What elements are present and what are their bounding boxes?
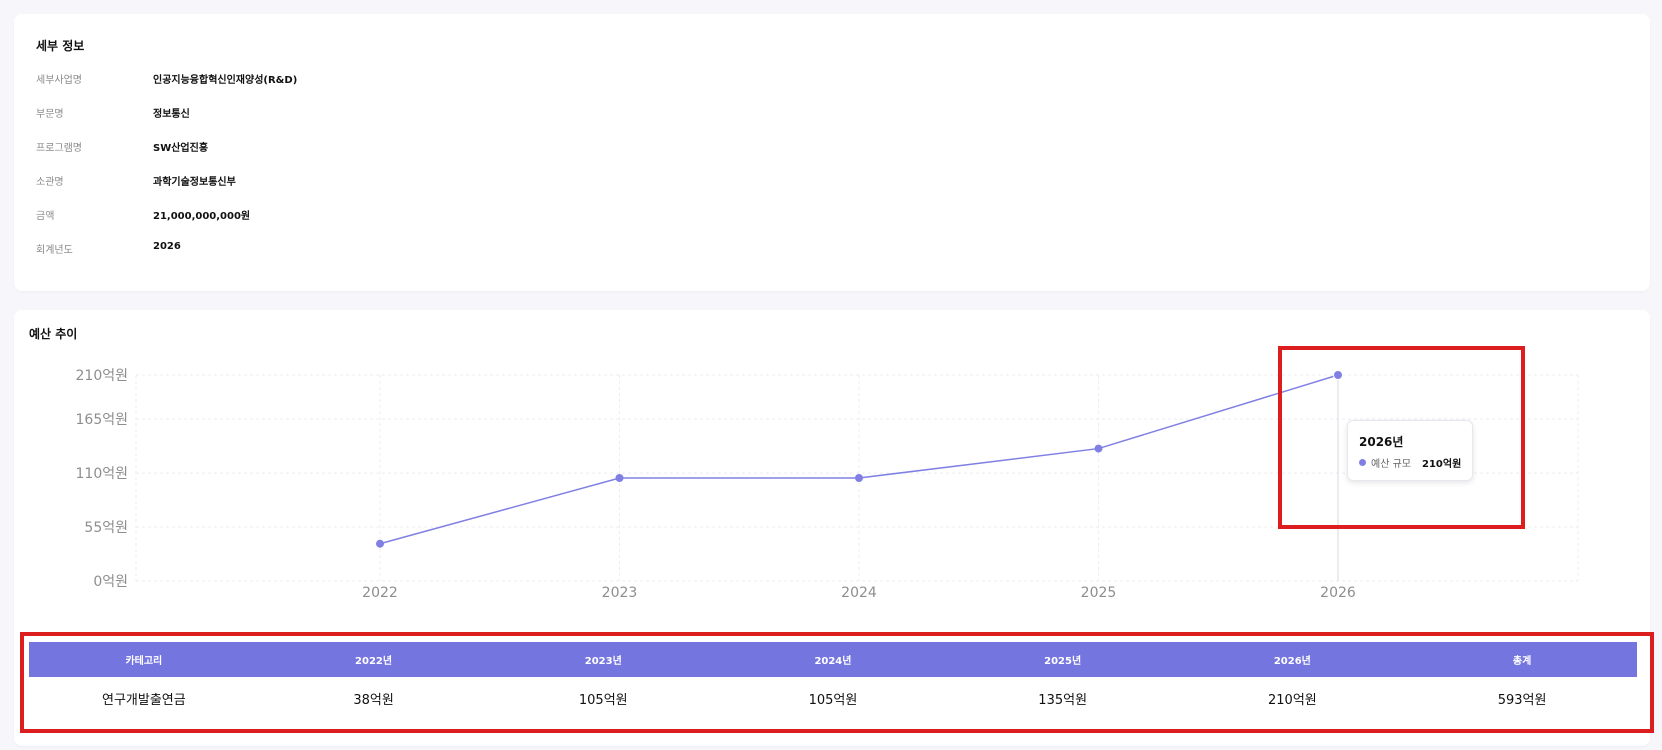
table-row: 연구개발출연금 38억원 105억원 105억원 135억원 210억원 593… — [29, 677, 1637, 719]
chart-section-title: 예산 추이 — [29, 327, 78, 341]
tooltip-series-dot — [1359, 459, 1366, 466]
data-point — [376, 539, 384, 548]
x-tick-label: 2023 — [602, 585, 638, 600]
cell-total: 593억원 — [1497, 692, 1547, 708]
tooltip-series-label: 예산 규모 — [1371, 459, 1411, 470]
tooltip-title: 2026년 — [1359, 435, 1404, 449]
x-tick-label: 2022 — [362, 585, 398, 600]
cell-2025: 135억원 — [1038, 692, 1088, 708]
data-point — [1094, 444, 1103, 453]
info-value: 21,000,000,000원 — [153, 211, 251, 222]
data-point — [1333, 370, 1343, 380]
data-point — [615, 474, 624, 482]
header-2025: 2025년 — [947, 642, 1178, 677]
detail-section-title: 세부 정보 — [36, 39, 85, 53]
header-2024: 2024년 — [718, 642, 948, 677]
header-total: 총계 — [1407, 642, 1637, 677]
info-label: 소관명 — [36, 177, 64, 188]
cell-2023: 105억원 — [578, 692, 628, 708]
info-value: SW산업진흥 — [153, 143, 209, 154]
cell-2022: 38억원 — [353, 692, 394, 708]
cell-category: 연구개발출연금 — [101, 692, 186, 708]
info-label: 세부사업명 — [36, 75, 82, 86]
info-value: 정보통신 — [153, 109, 190, 120]
cell-2026: 210억원 — [1268, 692, 1317, 708]
header-2026: 2026년 — [1177, 642, 1408, 677]
detail-info-card: 세부 정보 세부사업명 인공지능융합혁신인재양성(R&D) 부문명 정보통신 프… — [14, 14, 1650, 291]
y-tick-label: 55억원 — [84, 520, 128, 536]
header-2022: 2022년 — [258, 642, 489, 677]
budget-line-chart: 0억원 55억원 110억원 165억원 210억원 2022 2023 2024 2025 2… — [76, 368, 1579, 600]
header-category: 카테고리 — [29, 642, 259, 677]
info-value: 인공지능융합혁신인재양성(R&D) — [153, 75, 298, 86]
info-label: 금액 — [36, 211, 55, 222]
info-value: 2026 — [153, 241, 181, 252]
x-tick-label: 2024 — [841, 585, 877, 600]
y-tick-label: 165억원 — [76, 412, 128, 428]
chart-tooltip: 2026년 예산 규모 210억원 — [1347, 420, 1473, 481]
y-tick-label: 110억원 — [76, 466, 128, 482]
table-header-row: 카테고리 2022년 2023년 2024년 2025년 2026년 총계 — [29, 642, 1637, 677]
cell-2024: 105억원 — [808, 692, 858, 708]
y-tick-label: 0억원 — [93, 574, 128, 590]
info-label: 프로그램명 — [36, 143, 82, 154]
y-tick-label: 210억원 — [76, 368, 128, 384]
info-label: 회계년도 — [36, 245, 73, 256]
header-2023: 2023년 — [488, 642, 719, 677]
data-point — [855, 474, 863, 482]
tooltip-value: 210억원 — [1422, 459, 1462, 470]
x-tick-label: 2025 — [1081, 585, 1117, 600]
x-tick-label: 2026 — [1320, 585, 1356, 600]
info-value: 과학기술정보통신부 — [153, 177, 236, 188]
info-label: 부문명 — [36, 109, 64, 120]
budget-table: 카테고리 2022년 2023년 2024년 2025년 2026년 총계 연구… — [29, 642, 1637, 719]
